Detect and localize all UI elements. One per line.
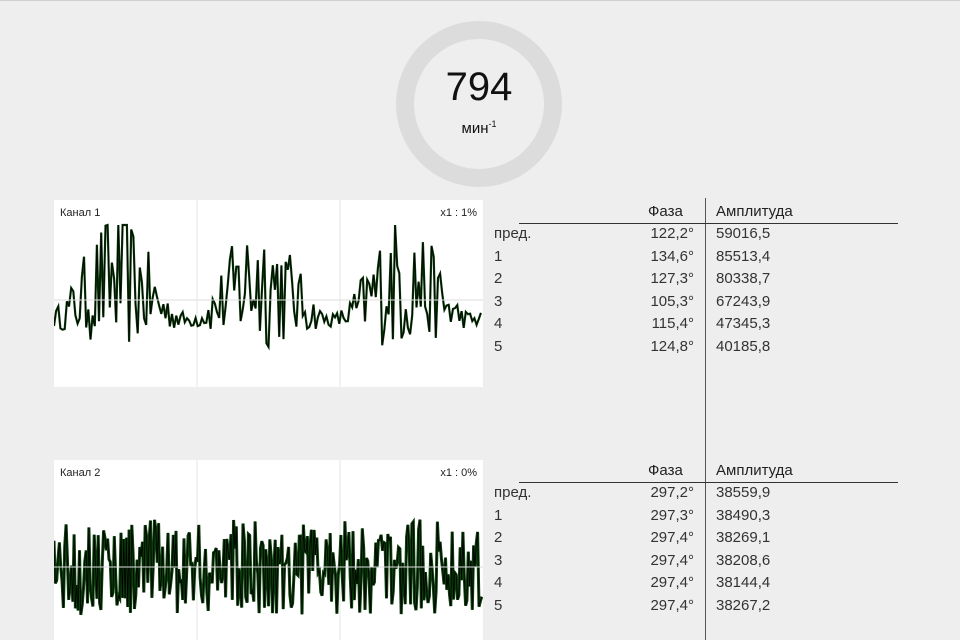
harmonic-label: 4 bbox=[494, 574, 503, 592]
amplitude-value: 38208,6 bbox=[716, 551, 771, 569]
harmonic-label: пред. bbox=[494, 225, 532, 242]
amplitude-value: 38490,3 bbox=[716, 506, 771, 524]
table-row: пред. 297,2° 38559,9 bbox=[494, 484, 898, 506]
table-row: 2 297,4° 38269,1 bbox=[494, 529, 898, 551]
table-column-divider bbox=[705, 198, 706, 640]
phase-value: 297,3° bbox=[650, 506, 694, 524]
phase-value: 105,3° bbox=[650, 292, 694, 310]
channel-1-scale: x1 : 1% bbox=[440, 207, 477, 219]
harmonic-label: 2 bbox=[494, 529, 503, 547]
table-row: 1 134,6° 85513,4 bbox=[494, 248, 898, 270]
rpm-value: 794 bbox=[445, 65, 513, 109]
harmonic-label: пред. bbox=[494, 484, 532, 501]
amplitude-value: 38267,2 bbox=[716, 597, 771, 614]
channel-2-label: Канал 2 bbox=[60, 467, 101, 479]
phase-value: 297,4° bbox=[650, 529, 694, 547]
channel-1-label: Канал 1 bbox=[60, 207, 101, 219]
harmonic-label: 3 bbox=[494, 292, 503, 310]
amplitude-header: Амплитуда bbox=[716, 203, 793, 220]
phase-value: 297,4° bbox=[650, 597, 694, 614]
rpm-gauge: 794 мин-1 bbox=[396, 21, 562, 187]
table-row: 3 105,3° 67243,9 bbox=[494, 293, 898, 315]
phase-value: 297,4° bbox=[650, 574, 694, 592]
table-row: 5 124,8° 40185,8 bbox=[494, 338, 898, 360]
amplitude-value: 47345,3 bbox=[716, 315, 771, 333]
table-row: 2 127,3° 80338,7 bbox=[494, 270, 898, 292]
top-border bbox=[0, 0, 960, 1]
channel-2-waveform: Канал 2 x1 : 0% bbox=[54, 460, 483, 640]
waveform-outline bbox=[54, 224, 482, 349]
table-row: пред. 122,2° 59016,5 bbox=[494, 225, 898, 247]
table-row: 1 297,3° 38490,3 bbox=[494, 507, 898, 529]
header-underline bbox=[519, 223, 898, 224]
phase-value: 127,3° bbox=[650, 270, 694, 288]
table-row: 4 297,4° 38144,4 bbox=[494, 574, 898, 596]
phase-value: 122,2° bbox=[650, 225, 694, 242]
harmonic-label: 5 bbox=[494, 597, 503, 614]
phase-header: Фаза bbox=[648, 462, 683, 479]
amplitude-header: Амплитуда bbox=[716, 462, 793, 479]
header-underline bbox=[519, 482, 898, 483]
amplitude-value: 40185,8 bbox=[716, 338, 771, 355]
phase-value: 115,4° bbox=[651, 315, 694, 333]
amplitude-value: 38144,4 bbox=[716, 574, 771, 592]
unit-exponent: -1 bbox=[488, 119, 497, 129]
table-row: 5 297,4° 38267,2 bbox=[494, 597, 898, 619]
phase-header: Фаза bbox=[648, 203, 683, 220]
amplitude-value: 67243,9 bbox=[716, 292, 771, 310]
phase-value: 134,6° bbox=[650, 247, 694, 265]
amplitude-value: 85513,4 bbox=[716, 247, 771, 265]
amplitude-value: 38559,9 bbox=[716, 484, 771, 501]
table-row: 3 297,4° 38208,6 bbox=[494, 552, 898, 574]
harmonic-label: 4 bbox=[494, 315, 503, 333]
amplitude-value: 80338,7 bbox=[716, 270, 771, 288]
harmonic-label: 1 bbox=[494, 506, 503, 524]
amplitude-value: 59016,5 bbox=[716, 225, 771, 242]
channel-2-scale: x1 : 0% bbox=[440, 467, 477, 479]
table-row: 4 115,4° 47345,3 bbox=[494, 315, 898, 337]
harmonic-label: 2 bbox=[494, 270, 503, 288]
waveform-svg bbox=[54, 200, 483, 387]
amplitude-value: 38269,1 bbox=[716, 529, 771, 547]
phase-value: 124,8° bbox=[650, 338, 694, 355]
waveform-outline bbox=[54, 519, 483, 615]
harmonic-label: 5 bbox=[494, 338, 503, 355]
waveform-svg bbox=[54, 460, 483, 640]
harmonic-label: 1 bbox=[494, 247, 503, 265]
rpm-unit: мин-1 bbox=[414, 119, 544, 137]
phase-value: 297,4° bbox=[650, 551, 694, 569]
channel-1-waveform: Канал 1 x1 : 1% bbox=[54, 200, 483, 387]
phase-value: 297,2° bbox=[650, 484, 694, 501]
unit-text: мин bbox=[461, 120, 489, 137]
harmonic-label: 3 bbox=[494, 551, 503, 569]
